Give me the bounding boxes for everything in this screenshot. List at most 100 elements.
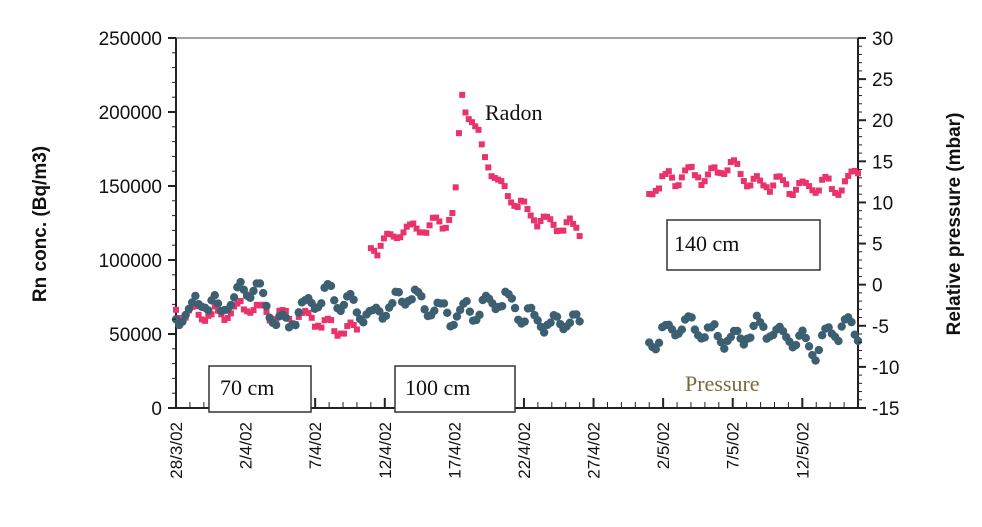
radon-point bbox=[416, 229, 423, 236]
pressure-point bbox=[546, 318, 555, 327]
radon-point bbox=[841, 178, 848, 185]
radon-point bbox=[308, 314, 315, 321]
pressure-point bbox=[700, 333, 709, 342]
left-axis: 0 50000 100000 150000 200000 250000 bbox=[99, 29, 176, 420]
radon-point bbox=[455, 130, 462, 137]
radon-point bbox=[511, 202, 518, 209]
right-tick-label: 15 bbox=[872, 152, 893, 173]
right-tick-label: 30 bbox=[872, 29, 893, 50]
pressure-point bbox=[837, 322, 846, 331]
radon-point bbox=[295, 313, 302, 320]
x-tick-label: 7/5/02 bbox=[724, 422, 743, 469]
pressure-point bbox=[246, 293, 255, 302]
radon-point bbox=[488, 173, 495, 180]
radon-point bbox=[397, 234, 404, 241]
pressure-point bbox=[565, 318, 575, 327]
radon-point bbox=[384, 230, 391, 237]
radon-point bbox=[371, 247, 378, 254]
radon-point bbox=[691, 172, 698, 179]
radon-point bbox=[793, 186, 800, 193]
radon-point bbox=[695, 174, 702, 181]
radon-point bbox=[711, 164, 718, 171]
radon-series bbox=[173, 91, 861, 339]
radon-point bbox=[678, 174, 685, 181]
pressure-point bbox=[552, 312, 562, 321]
radon-point bbox=[714, 169, 721, 176]
pressure-point bbox=[850, 330, 859, 339]
pressure-point bbox=[210, 291, 219, 300]
pressure-point bbox=[824, 323, 833, 332]
radon-point bbox=[311, 323, 318, 330]
radon-point bbox=[521, 198, 528, 205]
pressure-point bbox=[330, 296, 339, 305]
radon-point bbox=[244, 308, 251, 315]
pressure-point bbox=[677, 325, 687, 334]
pressure-point bbox=[746, 333, 755, 342]
radon-point bbox=[747, 182, 754, 189]
radon-point bbox=[789, 192, 796, 199]
radon-point bbox=[240, 306, 247, 313]
radon-point bbox=[570, 220, 577, 227]
right-axis: -15 -10 -5 0 5 10 15 20 25 30 bbox=[858, 29, 899, 420]
pressure-point bbox=[654, 338, 664, 348]
radon-point bbox=[508, 199, 515, 206]
radon-point bbox=[353, 326, 360, 333]
x-tick-label: 22/4/02 bbox=[515, 422, 534, 479]
x-axis: 28/3/02 2/4/02 7/4/02 12/4/02 17/4/02 22/4/02… bbox=[167, 398, 859, 479]
radon-point bbox=[504, 193, 511, 200]
radon-point bbox=[350, 322, 357, 329]
radon-point bbox=[750, 175, 757, 182]
radon-point bbox=[698, 181, 705, 188]
radon-point bbox=[407, 221, 414, 228]
x-tick-label: 2/5/02 bbox=[654, 422, 673, 469]
pressure-point bbox=[339, 300, 349, 310]
right-tick-label: 5 bbox=[872, 235, 883, 256]
radon-point bbox=[682, 167, 689, 174]
radon-point bbox=[835, 191, 842, 198]
pressure-point bbox=[294, 308, 303, 317]
radon-point bbox=[524, 206, 531, 213]
radon-point bbox=[855, 170, 861, 177]
radon-point bbox=[279, 307, 286, 314]
radon-point bbox=[757, 177, 764, 184]
pressure-point bbox=[417, 292, 426, 301]
radon-point bbox=[250, 307, 257, 314]
pressure-point bbox=[791, 340, 801, 350]
right-tick-label: 25 bbox=[872, 70, 893, 91]
pressure-point bbox=[475, 310, 484, 320]
pressure-point bbox=[407, 295, 416, 304]
pressure-point bbox=[520, 317, 529, 326]
pressure-point bbox=[507, 294, 517, 303]
radon-point bbox=[825, 175, 832, 182]
radon-point bbox=[387, 231, 394, 238]
radon-point bbox=[557, 227, 564, 234]
annotation-140cm: 140 cm bbox=[674, 231, 739, 256]
radon-point bbox=[485, 164, 492, 171]
pressure-point bbox=[847, 317, 856, 327]
radon-point bbox=[257, 302, 264, 309]
radon-point bbox=[390, 233, 397, 240]
pressure-point bbox=[204, 306, 213, 315]
radon-point bbox=[195, 311, 202, 318]
radon-point bbox=[766, 188, 773, 195]
radon-point bbox=[439, 225, 446, 232]
radon-point bbox=[237, 298, 244, 305]
radon-point bbox=[701, 178, 708, 185]
radon-point bbox=[403, 223, 410, 230]
radon-point bbox=[315, 322, 322, 329]
radon-point bbox=[779, 177, 786, 184]
radon-point bbox=[211, 303, 218, 310]
annotation-70cm: 70 cm bbox=[220, 375, 274, 400]
radon-point bbox=[331, 328, 338, 335]
annotation-box-70cm: 70 cm bbox=[208, 365, 312, 413]
left-tick-label: 100000 bbox=[99, 251, 162, 272]
x-tick-label: 12/4/02 bbox=[376, 422, 395, 479]
radon-point bbox=[737, 171, 744, 178]
radon-point bbox=[436, 218, 443, 225]
pressure-point bbox=[359, 318, 368, 327]
pressure-point bbox=[798, 326, 807, 335]
x-tick-label: 27/4/02 bbox=[585, 422, 604, 479]
radon-point bbox=[423, 229, 430, 236]
radon-point bbox=[224, 314, 231, 321]
radon-point bbox=[544, 213, 551, 220]
